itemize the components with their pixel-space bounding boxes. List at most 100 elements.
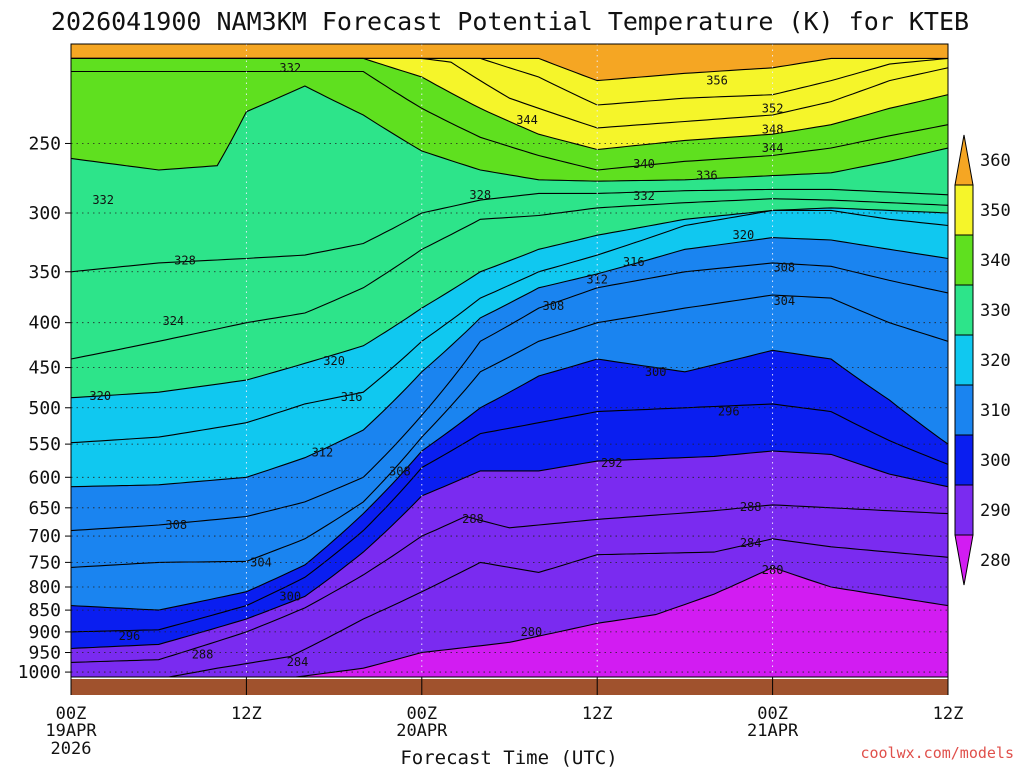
chart-title: 2026041900 NAM3KM Forecast Potential Tem… [51,7,969,36]
contour-label: 332 [279,61,301,75]
colorbar-tick-label: 340 [980,251,1011,271]
colorbar-band [954,284,974,336]
contour-label: 316 [341,390,363,404]
x-tick-label: 12Z [582,704,613,724]
colorbar-bottom-arrow [954,534,974,586]
contour-label: 332 [92,193,114,207]
contour-label: 300 [279,589,301,603]
contour-label: 324 [162,314,184,328]
colorbar-tick-label: 310 [980,401,1011,421]
y-tick-label: 600 [28,467,61,488]
y-tick-label: 400 [28,313,61,334]
contour-label: 328 [174,254,196,268]
isentrope-line-316 [71,209,948,444]
contour-label: 328 [469,188,491,202]
isentrope-line-324 [71,198,948,360]
isentrope-line-352 [71,57,948,82]
contour-label: 288 [462,512,484,526]
contour-label: 284 [287,655,309,669]
contour-label: 304 [250,555,272,569]
ground-strip [71,679,948,695]
contour-label: 312 [586,272,608,286]
isentrope-line-292 [71,450,948,650]
colorbar-band [954,184,974,236]
isentrope-line-312 [71,237,948,488]
contour-label: 280 [521,625,543,639]
contour-label: 300 [645,365,667,379]
x-tick-label: 00Z [406,704,437,724]
y-tick-label: 950 [28,643,61,664]
contour-label: 308 [543,299,565,313]
y-tick-label: 450 [28,358,61,379]
y-tick-label: 350 [28,262,61,283]
contour-label: 308 [773,260,795,274]
isentrope-line-336 [71,70,948,171]
isentrope-line-320 [71,207,948,399]
contour-label: 320 [733,228,755,242]
colorbar-band [954,234,974,286]
x-tick-label: 12Z [231,704,262,724]
y-tick-label: 900 [28,622,61,643]
isentrope-line-332 [71,85,948,182]
x-axis-label: Forecast Time (UTC) [400,747,617,768]
colorbar-band [954,384,974,436]
colorbar-band [954,434,974,486]
plot-frame [70,43,949,678]
colorbar-top-arrow [954,134,974,186]
x-tick-date: 19APR [45,721,97,741]
x-tick-date: 21APR [747,721,799,741]
y-tick-label: 250 [28,133,61,154]
x-tick-year: 2026 [51,739,92,759]
x-tick-date: 20APR [396,721,448,741]
contour-label: 352 [762,101,784,115]
contour-label: 308 [165,518,187,532]
y-tick-label: 1000 [18,662,61,683]
y-tick-label: 550 [28,434,61,455]
contour-label: 284 [740,536,762,550]
contour-label: 344 [762,141,784,155]
contour-label: 340 [633,157,655,171]
isentrope-line-304 [71,294,948,568]
colorbar-band [954,484,974,536]
y-tick-label: 500 [28,398,61,419]
grid-lines [70,43,949,678]
colorbar-tick-label: 360 [980,151,1011,171]
x-tick-label: 00Z [757,704,788,724]
contour-label: 356 [706,74,728,88]
contour-label: 296 [718,405,740,419]
contour-label: 288 [192,648,214,662]
isentrope-line-284 [166,538,948,677]
y-tick-label: 650 [28,498,61,519]
y-tick-label: 300 [28,203,61,224]
contour-label: 308 [389,465,411,479]
credit-text: coolwx.com/models [860,744,1014,762]
colorbar-tick-label: 290 [980,501,1011,521]
isentrope-fill-352 [71,44,948,81]
contour-label: 348 [762,122,784,136]
colorbar-tick-label: 330 [980,301,1011,321]
x-tick-label: 00Z [56,704,87,724]
isentrope-line-308 [71,262,948,532]
isentrope-line-296 [71,403,948,633]
plot-area: 356 352 348 344 344 340 336 332 332 332 328 328 324 3… [71,44,948,695]
colorbar: 360 350 340 330 320 310 300 290 280 [954,134,1011,586]
contour-label: 320 [323,354,345,368]
isentrope-line-280 [292,566,948,677]
contour-label: 316 [623,255,645,269]
isentrope-line-328 [71,188,948,273]
colorbar-tick-label: 350 [980,201,1011,221]
contour-label: 292 [601,456,623,470]
y-tick-label: 850 [28,600,61,621]
isentrope-line-288 [71,504,948,663]
contour-label: 280 [762,563,784,577]
contour-label: 304 [773,294,795,308]
contour-label: 332 [633,189,655,203]
x-tick-label: 12Z [933,704,964,724]
contour-label: 288 [740,500,762,514]
isentrope-line-300 [71,349,948,611]
contour-label: 320 [89,389,111,403]
y-tick-label: 800 [28,577,61,598]
colorbar-band [954,334,974,386]
